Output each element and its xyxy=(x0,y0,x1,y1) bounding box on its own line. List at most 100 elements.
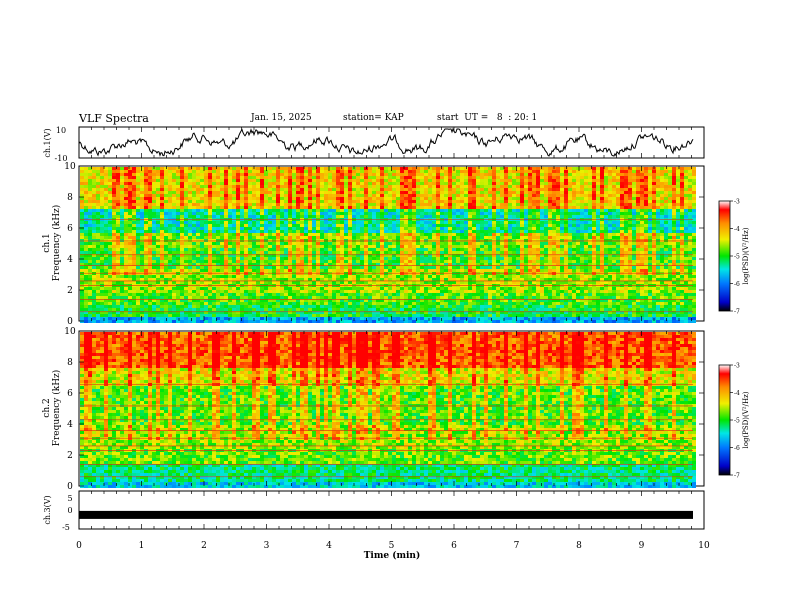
spectrogram-cell xyxy=(388,281,392,284)
spectrogram-cell xyxy=(252,227,256,230)
spectrogram-cell xyxy=(244,311,248,314)
spectrogram-cell xyxy=(392,173,396,176)
spectrogram-cell xyxy=(336,308,340,311)
spectrogram-cell xyxy=(336,269,340,272)
spectrogram-cell xyxy=(448,293,452,296)
spectrogram-cell xyxy=(428,275,432,278)
spectrogram-cell xyxy=(356,185,360,188)
spectrogram-cell xyxy=(236,281,240,284)
spectrogram-cell xyxy=(236,167,240,170)
spectrogram-cell xyxy=(192,188,196,191)
spectrogram-cell xyxy=(300,239,304,242)
spectrogram-cell xyxy=(116,260,120,263)
spectrogram-cell xyxy=(88,170,92,173)
spectrogram-cell xyxy=(360,296,364,299)
spectrogram-cell xyxy=(336,227,340,230)
spectrogram-cell xyxy=(332,167,336,170)
spectrogram-cell xyxy=(356,278,360,281)
spectrogram-cell xyxy=(348,239,352,242)
spectrogram-cell xyxy=(196,194,200,197)
spectrogram-cell xyxy=(384,257,388,260)
spectrogram-cell xyxy=(296,263,300,266)
spectrogram-cell xyxy=(340,242,344,245)
spectrogram-cell xyxy=(448,230,452,233)
spectrogram-cell xyxy=(424,209,428,212)
spectrogram-cell xyxy=(360,314,364,317)
spectrogram-cell xyxy=(356,179,360,182)
spectrogram-cell xyxy=(336,236,340,239)
spectrogram-cell xyxy=(80,308,84,311)
spectrogram-cell xyxy=(380,200,384,203)
spectrogram-cell xyxy=(400,320,404,323)
spectrogram-cell xyxy=(412,257,416,260)
spectrogram-cell xyxy=(428,236,432,239)
spectrogram-cell xyxy=(408,248,412,251)
spectrogram-cell xyxy=(324,302,328,305)
spectrogram-cell xyxy=(200,257,204,260)
spectrogram-cell xyxy=(428,233,432,236)
spectrogram-cell xyxy=(176,224,180,227)
spectrogram-cell xyxy=(452,281,456,284)
spectrogram-cell xyxy=(388,224,392,227)
spectrogram-cell xyxy=(424,257,428,260)
spectrogram-cell xyxy=(444,275,448,278)
spectrogram-cell xyxy=(404,215,408,218)
spectrogram-cell xyxy=(288,281,292,284)
spectrogram-cell xyxy=(340,299,344,302)
spectrogram-cell xyxy=(424,308,428,311)
spectrogram-cell xyxy=(448,251,452,254)
spectrogram-cell xyxy=(144,197,148,200)
spectrogram-cell xyxy=(280,185,284,188)
spectrogram-cell xyxy=(228,320,232,323)
spectrogram-cell xyxy=(104,287,108,290)
spectrogram-cell xyxy=(112,200,116,203)
spectrogram-cell xyxy=(120,185,124,188)
spectrogram-cell xyxy=(140,317,144,320)
spectrogram-cell xyxy=(184,200,188,203)
spectrogram-cell xyxy=(120,248,124,251)
spectrogram-cell xyxy=(88,242,92,245)
spectrogram-cell xyxy=(212,287,216,290)
spectrogram-cell xyxy=(236,278,240,281)
spectrogram-cell xyxy=(320,308,324,311)
spectrogram-cell xyxy=(136,221,140,224)
spectrogram-cell xyxy=(160,212,164,215)
spectrogram-cell xyxy=(172,263,176,266)
spectrogram-cell xyxy=(240,293,244,296)
spectrogram-cell xyxy=(168,302,172,305)
spectrogram-cell xyxy=(312,293,316,296)
spectrogram-cell xyxy=(164,305,168,308)
spectrogram-cell xyxy=(124,266,128,269)
spectrogram-cell xyxy=(360,266,364,269)
spectrogram-cell xyxy=(140,296,144,299)
spectrogram-cell xyxy=(352,263,356,266)
spectrogram-cell xyxy=(236,236,240,239)
spectrogram-cell xyxy=(152,305,156,308)
spectrogram-cell xyxy=(152,257,156,260)
spectrogram-cell xyxy=(268,173,272,176)
spectrogram-cell xyxy=(368,254,372,257)
spectrogram-cell xyxy=(188,320,192,323)
spectrogram-cell xyxy=(100,251,104,254)
spectrogram-cell xyxy=(260,281,264,284)
spectrogram-cell xyxy=(200,260,204,263)
spectrogram-cell xyxy=(340,290,344,293)
spectrogram-cell xyxy=(152,170,156,173)
spectrogram-cell xyxy=(392,311,396,314)
spectrogram-cell xyxy=(136,320,140,323)
spectrogram-cell xyxy=(360,230,364,233)
spectrogram-cell xyxy=(208,311,212,314)
spectrogram-cell xyxy=(236,197,240,200)
spectrogram-cell xyxy=(388,185,392,188)
spectrogram-cell xyxy=(328,200,332,203)
spectrogram-cell xyxy=(340,266,344,269)
spectrogram-cell xyxy=(292,197,296,200)
spectrogram-cell xyxy=(292,221,296,224)
spectrogram-cell xyxy=(380,212,384,215)
spectrogram-cell xyxy=(444,314,448,317)
spectrogram-cell xyxy=(112,224,116,227)
spectrogram-cell xyxy=(212,179,216,182)
spectrogram-cell xyxy=(208,269,212,272)
spectrogram-cell xyxy=(412,188,416,191)
spectrogram-cell xyxy=(80,170,84,173)
